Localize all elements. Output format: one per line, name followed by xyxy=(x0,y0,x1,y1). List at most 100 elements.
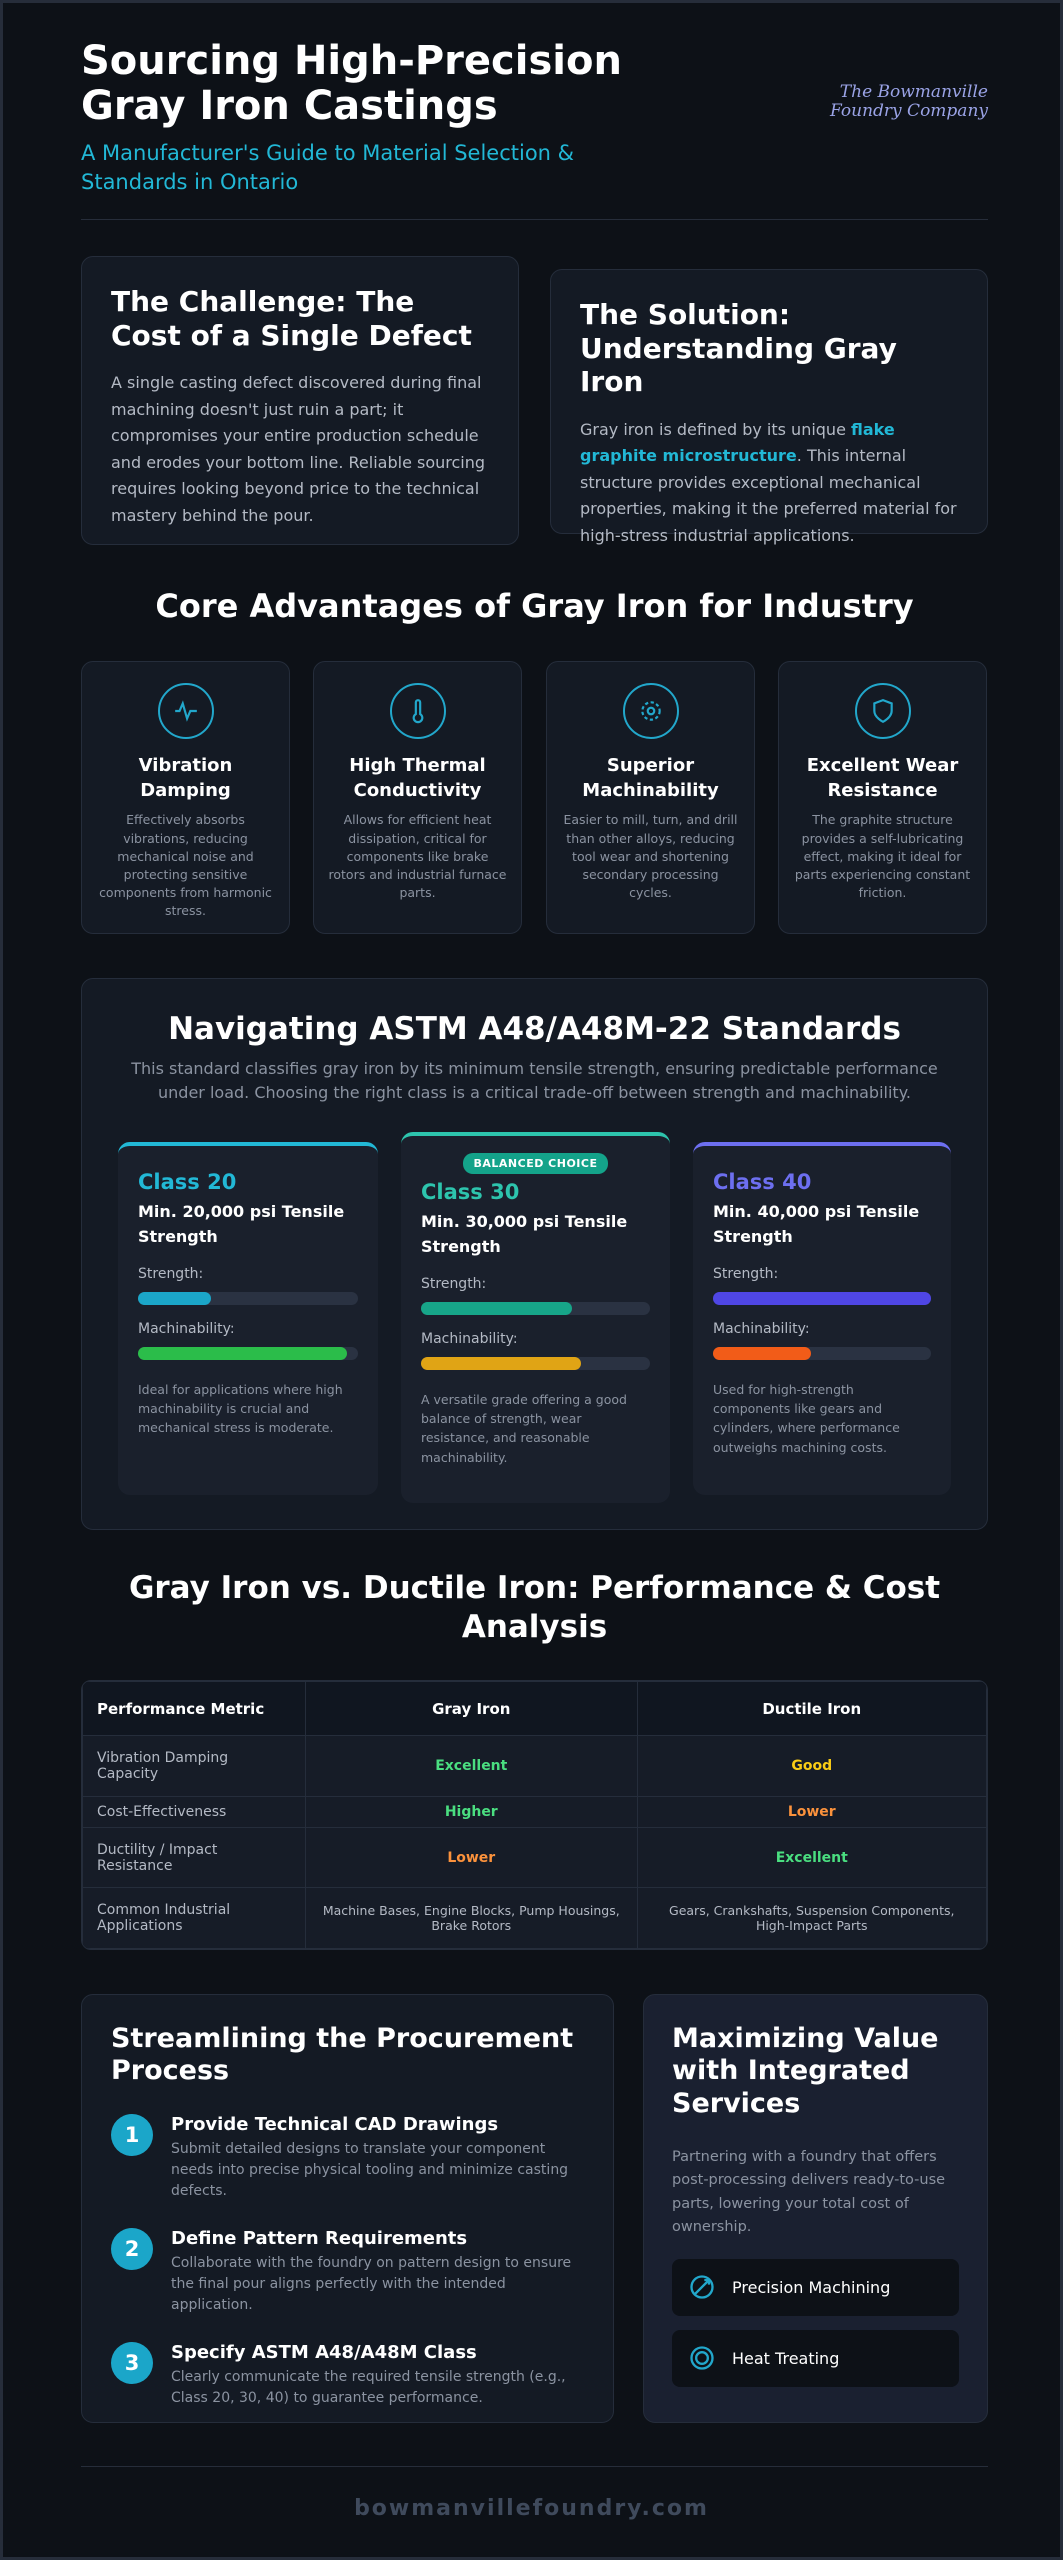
strength-bar xyxy=(138,1291,211,1305)
text: . This internal structure provides excep… xyxy=(580,446,957,545)
step-title: Specify ASTM A48/A48M Class xyxy=(171,2341,477,2363)
footer: bowmanvillefoundry.com xyxy=(354,2496,709,2521)
column-header: Performance Metric xyxy=(82,1681,307,1736)
step-title: Define Pattern Requirements xyxy=(171,2227,468,2249)
track xyxy=(421,1301,650,1315)
table-row: Vibration Damping Capacity Excellent Good xyxy=(82,1735,987,1797)
advantage-desc: The graphite structure provides a self-l… xyxy=(794,812,971,900)
step-number: 1 xyxy=(111,2113,153,2156)
value-title: Maximizing Value with Integrated Service… xyxy=(672,2023,939,2119)
procurement-title: Streamlining the Procurement Process xyxy=(111,2023,574,2087)
table-row: Cost-Effectiveness Higher Lower xyxy=(82,1795,987,1828)
table-cell: Higher xyxy=(305,1795,638,1828)
logo: The Bowmanville Foundry Company xyxy=(830,82,988,121)
advantage-title: High Thermal Conductivity xyxy=(349,755,486,802)
class-desc: Used for high-strength components like g… xyxy=(713,1381,900,1455)
table-cell: Machine Bases, Engine Blocks, Pump Housi… xyxy=(305,1887,638,1949)
subtitle: A Manufacturer's Guide to Material Selec… xyxy=(81,141,575,195)
class-card: Class 40 Min. 40,000 psi Tensile Strengt… xyxy=(693,1142,951,1495)
challenge-title: The Challenge: The Cost of a Single Defe… xyxy=(111,285,472,352)
class-card: BALANCED CHOICE Class 30 Min. 30,000 psi… xyxy=(401,1132,670,1503)
table-cell: Lower xyxy=(305,1826,638,1889)
table-cell: Common Industrial Applications xyxy=(82,1887,307,1949)
class-desc: Ideal for applications where high machin… xyxy=(138,1381,343,1436)
step-title: Provide Technical CAD Drawings xyxy=(171,2113,499,2135)
strength-bar xyxy=(421,1301,573,1315)
machinability-bar xyxy=(713,1346,812,1360)
standards-title: Navigating ASTM A48/A48M-22 Standards xyxy=(168,1011,901,1047)
class-name: Class 30 xyxy=(421,1180,520,1204)
step-number: 3 xyxy=(111,2341,153,2384)
badge: BALANCED CHOICE xyxy=(462,1153,609,1174)
label: Machinability: xyxy=(421,1330,518,1347)
table-cell: Vibration Damping Capacity xyxy=(82,1735,307,1797)
section-title: Core Advantages of Gray Iron for Industr… xyxy=(155,587,914,625)
divider xyxy=(81,219,988,220)
machinability-bar xyxy=(421,1356,582,1370)
advantage-card: High Thermal Conductivity Allows for eff… xyxy=(313,661,522,934)
service: Heat Treating xyxy=(672,2329,959,2387)
machinability-bar xyxy=(138,1346,347,1360)
step-desc: Clearly communicate the required tensile… xyxy=(171,2368,566,2406)
track xyxy=(713,1346,931,1360)
track xyxy=(138,1291,358,1305)
track xyxy=(421,1356,650,1370)
strength-bar xyxy=(713,1291,931,1305)
class-card: Class 20 Min. 20,000 psi Tensile Strengt… xyxy=(118,1142,378,1495)
advantage-desc: Effectively absorbs vibrations, reducing… xyxy=(99,812,272,918)
highlight: flake graphite microstructure xyxy=(580,419,895,466)
table-cell: Gears, Crankshafts, Suspension Component… xyxy=(636,1887,987,1949)
advantage-card: Vibration Damping Effectively absorbs vi… xyxy=(81,661,290,934)
table-row: Ductility / Impact Resistance Lower Excell… xyxy=(82,1826,987,1889)
class-spec: Min. 30,000 psi Tensile Strength xyxy=(421,1212,628,1256)
value-card: Maximizing Value with Integrated Service… xyxy=(643,1994,988,2423)
table-cell: Lower xyxy=(636,1795,987,1828)
solution-body: Gray iron is defined by its unique flake… xyxy=(580,417,958,550)
column-header: Ductile Iron xyxy=(636,1681,987,1736)
advantage-title: Excellent Wear Resistance xyxy=(806,755,959,802)
label: Machinability: xyxy=(138,1320,235,1337)
track xyxy=(138,1346,358,1360)
class-spec: Min. 40,000 psi Tensile Strength xyxy=(713,1202,920,1246)
service-label: Precision Machining xyxy=(732,2277,891,2297)
table-cell: Excellent xyxy=(636,1826,987,1889)
class-spec: Min. 20,000 psi Tensile Strength xyxy=(138,1202,345,1246)
table: Performance Metric Gray Iron Ductile Iron V… xyxy=(82,1681,987,1949)
step-number: 2 xyxy=(111,2227,153,2270)
divider xyxy=(81,2466,988,2467)
challenge-card: The Challenge: The Cost of a Single Defe… xyxy=(81,256,519,545)
standards-card: Navigating ASTM A48/A48M-22 Standards Th… xyxy=(81,978,988,1530)
challenge-body: A single casting defect discovered durin… xyxy=(111,373,486,525)
label: Strength: xyxy=(138,1265,204,1282)
advantage-card: Superior Machinability Easier to mill, t… xyxy=(546,661,755,934)
section-title: Gray Iron vs. Ductile Iron: Performance … xyxy=(128,1570,941,1645)
solution-card: The Solution: Understanding Gray Iron Gr… xyxy=(550,269,988,545)
label: Machinability: xyxy=(713,1320,810,1337)
advantage-card: Excellent Wear Resistance The graphite s… xyxy=(778,661,987,934)
step-desc: Collaborate with the foundry on pattern … xyxy=(171,2254,572,2313)
advantage-title: Vibration Damping xyxy=(138,755,233,802)
label: Strength: xyxy=(421,1275,487,1292)
title: Sourcing High-Precision Gray Iron Castin… xyxy=(81,38,622,130)
table-cell: Ductility / Impact Resistance xyxy=(82,1826,307,1889)
advantage-desc: Allows for efficient heat dissipation, c… xyxy=(328,812,507,900)
comparison-table: Performance Metric Gray Iron Ductile Iron V… xyxy=(81,1680,988,1950)
table-cell: Excellent xyxy=(305,1735,638,1797)
header-row: Performance Metric Gray Iron Ductile Iron xyxy=(82,1681,987,1736)
service-label: Heat Treating xyxy=(732,2348,840,2368)
advantage-title: Superior Machinability xyxy=(582,755,719,802)
solution-title: The Solution: Understanding Gray Iron xyxy=(580,298,897,399)
column-header: Gray Iron xyxy=(305,1681,638,1736)
text: Gray iron is defined by its unique xyxy=(580,419,851,439)
standards-desc: This standard classifies gray iron by it… xyxy=(131,1059,938,1102)
advantage-desc: Easier to mill, turn, and drill than oth… xyxy=(563,812,738,900)
procurement-card: Streamlining the Procurement Process 1 Pr… xyxy=(81,1994,614,2423)
class-desc: A versatile grade offering a good balanc… xyxy=(421,1391,627,1465)
step-desc: Submit detailed designs to translate you… xyxy=(171,2140,569,2199)
label: Strength: xyxy=(713,1265,779,1282)
header: Sourcing High-Precision Gray Iron Castin… xyxy=(81,38,701,197)
table-cell: Cost-Effectiveness xyxy=(82,1795,307,1828)
value-desc: Partnering with a foundry that offers po… xyxy=(672,2149,946,2235)
table-row: Common Industrial Applications Machine Ba… xyxy=(82,1887,987,1949)
